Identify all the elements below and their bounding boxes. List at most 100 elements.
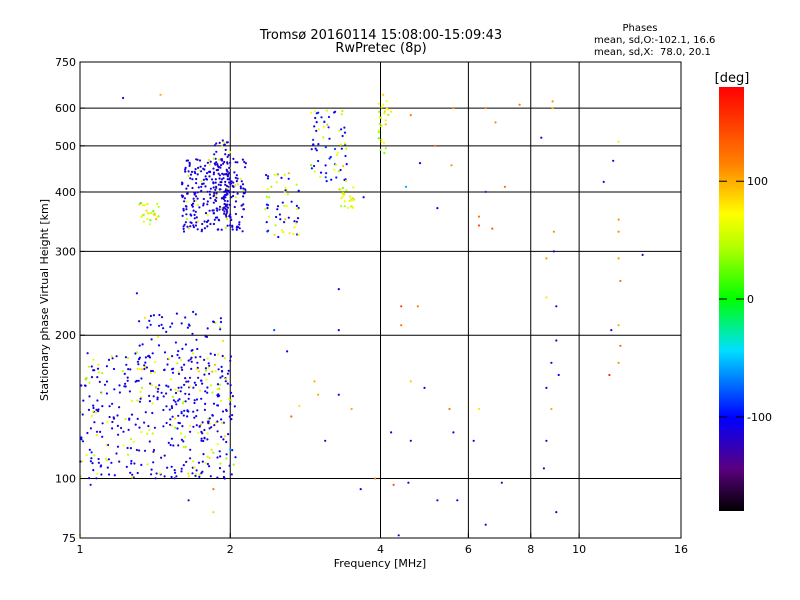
data-point (342, 165, 345, 168)
data-point (201, 460, 204, 463)
data-point (184, 166, 187, 169)
data-point (313, 164, 316, 168)
data-point (90, 457, 93, 460)
data-point (343, 200, 346, 203)
data-point (265, 173, 268, 177)
data-point (336, 151, 339, 155)
data-point (177, 444, 180, 447)
data-point (101, 372, 104, 375)
data-point (80, 436, 83, 439)
data-point (158, 324, 161, 327)
data-point (397, 534, 400, 537)
data-point (201, 421, 204, 424)
data-point (436, 499, 439, 502)
data-point (195, 177, 198, 181)
data-point (213, 424, 216, 427)
data-point (195, 424, 198, 427)
data-point (165, 384, 168, 387)
data-point (81, 460, 84, 463)
data-point (206, 200, 209, 203)
data-point (125, 465, 128, 468)
data-point (341, 195, 344, 198)
data-point (223, 160, 226, 164)
data-point (222, 470, 225, 473)
data-point (273, 233, 276, 236)
data-point (239, 177, 242, 180)
data-point (192, 310, 195, 313)
data-point (400, 324, 403, 327)
data-point (111, 402, 114, 405)
data-point (80, 438, 83, 441)
data-point (126, 446, 129, 450)
data-point (117, 433, 120, 436)
data-point (90, 414, 93, 418)
data-point (383, 152, 386, 155)
data-point (127, 368, 130, 371)
data-point (186, 415, 189, 418)
data-point (173, 417, 176, 420)
data-point (150, 384, 153, 387)
data-point (196, 203, 199, 206)
data-point (92, 358, 95, 361)
data-point (234, 176, 237, 179)
data-point (220, 164, 223, 167)
data-point (138, 356, 141, 359)
data-point (193, 170, 196, 173)
data-point (212, 195, 215, 198)
data-point (220, 418, 223, 421)
data-point (185, 200, 188, 203)
data-point (230, 218, 233, 221)
data-point (230, 399, 233, 402)
data-point (177, 350, 180, 353)
data-point (219, 455, 222, 458)
data-point (209, 475, 212, 478)
data-point (206, 432, 209, 435)
data-point (219, 326, 222, 329)
x-tick-label: 8 (527, 543, 534, 556)
data-point (151, 402, 154, 405)
data-point (202, 453, 205, 456)
x-tick-label: 16 (674, 543, 688, 556)
data-point (216, 163, 219, 166)
data-point (187, 499, 190, 502)
data-point (88, 395, 91, 398)
data-point (334, 163, 338, 166)
data-point (545, 386, 548, 389)
data-point (335, 176, 338, 179)
data-point (286, 350, 289, 353)
data-point (619, 344, 622, 347)
data-point (229, 224, 232, 227)
data-point (128, 390, 131, 393)
data-point (208, 372, 211, 375)
data-point (207, 366, 210, 369)
data-point (89, 483, 92, 486)
data-point (550, 407, 553, 411)
data-point (111, 357, 114, 360)
data-point (81, 440, 85, 443)
data-point (292, 232, 295, 236)
data-point (171, 415, 174, 418)
data-point (266, 206, 269, 210)
data-point (214, 194, 217, 198)
data-point (215, 192, 218, 195)
data-point (265, 195, 268, 198)
data-point (297, 233, 300, 236)
data-point (180, 410, 183, 413)
data-point (160, 323, 163, 326)
data-point (185, 159, 188, 162)
data-point (217, 166, 220, 169)
data-point (204, 402, 207, 405)
data-point (236, 177, 239, 180)
data-point (317, 128, 320, 131)
data-point (149, 382, 152, 385)
data-point (137, 379, 140, 382)
data-point (382, 93, 385, 96)
data-point (157, 205, 160, 208)
data-point (193, 399, 196, 402)
data-point (295, 183, 298, 186)
data-point (177, 414, 180, 417)
data-point (146, 218, 149, 221)
data-point (180, 467, 183, 470)
data-point (173, 469, 176, 472)
data-point (146, 202, 149, 206)
